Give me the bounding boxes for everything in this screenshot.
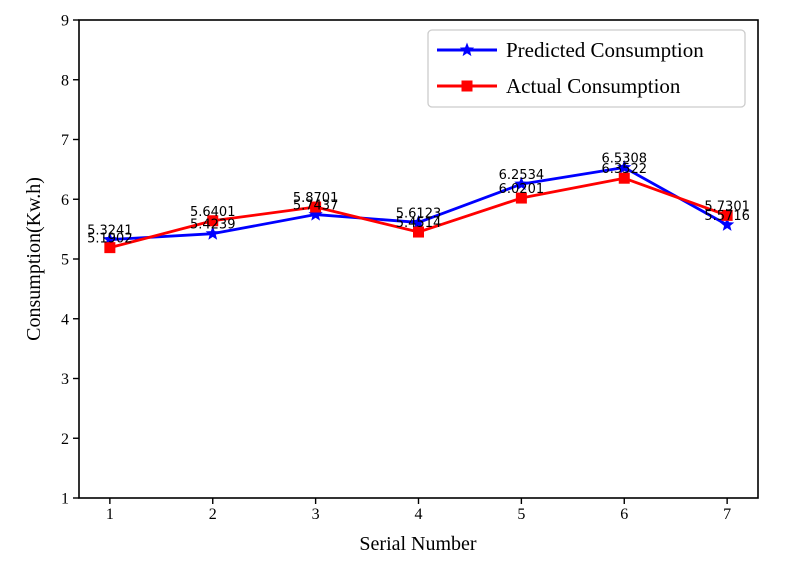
point-label-actual-consumption: 5.1902: [87, 232, 133, 247]
y-axis-title: Consumption(Kw.h): [23, 177, 45, 341]
y-tick-label: 4: [61, 311, 69, 328]
y-tick-label: 3: [61, 371, 69, 388]
marker-square-actual-consumption: [104, 242, 116, 254]
point-label-actual-consumption: 6.0201: [499, 182, 545, 197]
marker-square-actual-consumption: [207, 215, 219, 227]
point-label-predicted-consumption: 6.2534: [499, 168, 545, 183]
y-tick-label: 6: [61, 192, 69, 209]
legend-box: [427, 29, 746, 108]
axis-ticks: 1 2 3 4 5 6 7 1 2 3 4 5 6 7 8 9: [61, 13, 731, 524]
x-tick-label: 4: [415, 506, 423, 523]
marker-star-predicted-consumption: [617, 160, 632, 174]
point-label-actual-consumption: 5.4514: [396, 216, 442, 231]
x-tick-label: 5: [517, 506, 525, 523]
point-label-predicted-consumption: 5.3241: [87, 224, 133, 239]
data-series: [102, 160, 735, 254]
legend-marker-star: [459, 42, 475, 57]
point-label-actual-consumption: 5.8701: [293, 191, 339, 206]
point-label-predicted-consumption: 6.5308: [602, 152, 648, 167]
point-label-predicted-consumption: 5.7437: [293, 199, 339, 214]
y-tick-label: 8: [61, 72, 69, 89]
y-tick-label: 7: [61, 132, 69, 149]
marker-star-predicted-consumption: [102, 232, 117, 246]
marker-star-predicted-consumption: [411, 214, 426, 229]
legend: Predicted Consumption Actual Consumption: [427, 29, 746, 108]
marker-star-predicted-consumption: [720, 217, 735, 231]
marker-square-actual-consumption: [310, 201, 322, 213]
point-label-predicted-consumption: 5.5716: [704, 209, 750, 224]
point-label-predicted-consumption: 5.6123: [396, 206, 442, 221]
point-label-actual-consumption: 6.3522: [602, 162, 648, 177]
marker-star-predicted-consumption: [308, 207, 323, 221]
x-tick-label: 7: [723, 506, 731, 523]
legend-label-predicted: Predicted Consumption: [506, 38, 704, 62]
x-tick-label: 6: [620, 506, 628, 523]
x-axis-title: Serial Number: [359, 533, 477, 555]
y-tick-label: 1: [61, 491, 69, 508]
marker-star-predicted-consumption: [205, 226, 220, 240]
marker-star-predicted-consumption: [514, 176, 529, 191]
marker-square-actual-consumption: [618, 172, 630, 184]
legend-label-actual: Actual Consumption: [506, 74, 681, 98]
marker-square-actual-consumption: [413, 226, 424, 238]
point-label-actual-consumption: 5.6401: [190, 205, 236, 220]
marker-square-actual-consumption: [721, 209, 733, 221]
y-tick-label: 5: [61, 252, 69, 269]
marker-square-actual-consumption: [515, 192, 527, 204]
legend-markers: [459, 42, 475, 92]
x-tick-label: 3: [312, 506, 320, 523]
y-tick-label: 9: [61, 13, 69, 30]
plot-frame: [78, 19, 759, 499]
point-labels: 5.3241 5.4239 5.7437 5.6123 6.2534 6.5308 5.57…: [87, 152, 750, 247]
point-label-actual-consumption: 5.7301: [704, 199, 750, 214]
x-tick-label: 1: [106, 506, 114, 523]
x-tick-label: 2: [209, 506, 217, 523]
legend-marker-square: [461, 80, 473, 92]
y-tick-label: 2: [61, 431, 69, 448]
point-label-predicted-consumption: 5.4239: [190, 218, 236, 233]
